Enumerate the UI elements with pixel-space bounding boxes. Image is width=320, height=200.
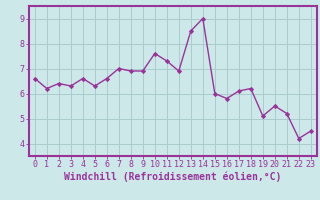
- X-axis label: Windchill (Refroidissement éolien,°C): Windchill (Refroidissement éolien,°C): [64, 172, 282, 182]
